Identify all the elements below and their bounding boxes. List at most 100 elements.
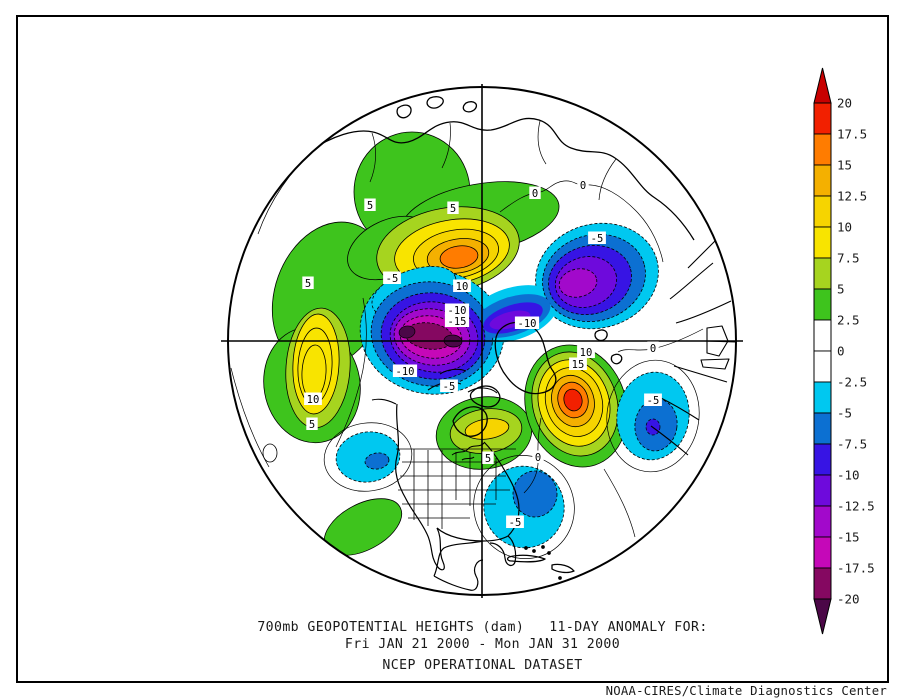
- contour-label-box: [444, 303, 470, 316]
- colorbar-band: [813, 443, 832, 476]
- colorbar-tick-label: -17.5: [837, 561, 875, 576]
- coastlines: [307, 96, 736, 591]
- contour-label-box: [302, 276, 314, 289]
- chart-dataset-label: NCEP OPERATIONAL DATASET: [382, 658, 583, 673]
- plot-border: [16, 15, 889, 683]
- negative-complex-arctic: [359, 222, 659, 395]
- contour-label: 15: [572, 359, 585, 371]
- us-state-borders: [396, 448, 516, 529]
- colorbar-band: [813, 505, 832, 538]
- colorbar-tick-label: 7.5: [837, 251, 860, 266]
- colorbar-band: [813, 257, 832, 290]
- colorbar-labels: 20 17.5 15 12.5 10 7.5 5 2.5 0 -2.5 -5 -7.5 -10 -12.5…: [837, 96, 875, 607]
- contour-hole: [262, 443, 278, 463]
- colorbar-band: [813, 412, 832, 445]
- colorbar-band: [813, 195, 832, 228]
- colorbar-tick-label: 0: [837, 344, 845, 359]
- contour-label-box: [304, 392, 322, 405]
- colorbar-band: [813, 536, 832, 569]
- colorbar-tick-label: -5: [837, 406, 852, 421]
- contour-label-box: [569, 357, 587, 370]
- contour-label-box: [453, 279, 471, 292]
- chart-title: 700mb GEOPOTENTIAL HEIGHTS (dam) 11-DAY …: [257, 620, 708, 635]
- crosshair: [221, 84, 743, 598]
- colorbar: 20 17.5 15 12.5 10 7.5 5 2.5 0 -2.5 -5 -7.5 -10 -12.5…: [813, 67, 875, 635]
- contour-label-box: [529, 186, 541, 199]
- contour-label-box: [392, 364, 418, 377]
- contour-label: 5: [450, 203, 456, 215]
- contour-label: 5: [305, 278, 311, 290]
- contour-label: -5: [591, 233, 604, 245]
- colorbar-band: [813, 319, 832, 352]
- colorbar-tick-label: -15: [837, 530, 860, 545]
- contour-label: -5: [509, 517, 522, 529]
- contour-label-box: [506, 515, 524, 528]
- contour-label: 0: [535, 452, 541, 464]
- contour-label: -10: [448, 305, 467, 317]
- contour-label-box: [447, 201, 459, 214]
- contour-label-box: [440, 379, 458, 392]
- contour-label-box: [306, 417, 318, 430]
- colorbar-band: [813, 474, 832, 507]
- colorbar-tick-label: 5: [837, 282, 845, 297]
- contour-label-box: [364, 198, 376, 211]
- contour-label-box: [577, 178, 589, 191]
- colorbar-tick-label: -10: [837, 468, 860, 483]
- contour-label: 0: [532, 188, 538, 200]
- contour-label: 5: [367, 200, 373, 212]
- contour-label-box: [444, 314, 470, 327]
- colorbar-bands: [813, 102, 832, 600]
- contour-label: -5: [386, 273, 399, 285]
- contour-label: 10: [580, 347, 593, 359]
- map-circle-outline: [227, 86, 737, 596]
- positive-center-canada: [435, 396, 533, 470]
- colorbar-tick-label: -12.5: [837, 499, 875, 514]
- contour-label: 0: [580, 180, 586, 192]
- contour-label: -15: [448, 316, 467, 328]
- colorbar-tick-label: 20: [837, 96, 852, 111]
- contour-label-box: [577, 345, 595, 358]
- colorbar-band: [813, 567, 832, 600]
- chart-date-range: Fri JAN 21 2000 - Mon JAN 31 2000: [344, 637, 621, 652]
- contour-label: 5: [485, 453, 491, 465]
- colorbar-tick-label: 10: [837, 220, 852, 235]
- contour-label: -5: [647, 395, 660, 407]
- colorbar-tick-label: 12.5: [837, 189, 867, 204]
- positive-blob-mexico: [323, 498, 403, 556]
- colorbar-tick-label: 15: [837, 158, 852, 173]
- colorbar-band: [813, 133, 832, 166]
- contour-label: 0: [650, 343, 656, 355]
- contour-label-box: [588, 231, 606, 244]
- colorbar-band: [813, 164, 832, 197]
- map-fills: [230, 96, 736, 591]
- colorbar-band: [813, 102, 832, 135]
- contour-label: 10: [456, 281, 469, 293]
- positive-center-labrador: [524, 344, 628, 468]
- credit-text: NOAA-CIRES/Climate Diagnostics Center: [605, 684, 887, 698]
- colorbar-band: [813, 350, 832, 383]
- colorbar-arrow-down: [813, 598, 832, 635]
- colorbar-arrow-up: [813, 67, 832, 104]
- colorbar-tick-label: 2.5: [837, 313, 860, 328]
- contour-label-box: [482, 451, 494, 464]
- contour-label-box: [532, 450, 544, 463]
- colorbar-band: [813, 381, 832, 414]
- contour-label: -5: [443, 381, 456, 393]
- contour-label: 5: [309, 419, 315, 431]
- contour-label-box: [647, 341, 659, 354]
- negative-blob-west-coast: [323, 422, 413, 492]
- contour-label-box: [514, 316, 540, 329]
- contour-label: -10: [396, 366, 415, 378]
- colorbar-tick-label: -2.5: [837, 375, 867, 390]
- contour-label-box: [644, 393, 662, 406]
- colorbar-tick-label: -20: [837, 592, 860, 607]
- contour-label: 10: [307, 394, 320, 406]
- colorbar-band: [813, 288, 832, 321]
- contour-label: -10: [518, 318, 537, 330]
- colorbar-tick-label: -7.5: [837, 437, 867, 452]
- negative-blob-east-coast: [473, 455, 575, 559]
- colorbar-tick-label: 17.5: [837, 127, 867, 142]
